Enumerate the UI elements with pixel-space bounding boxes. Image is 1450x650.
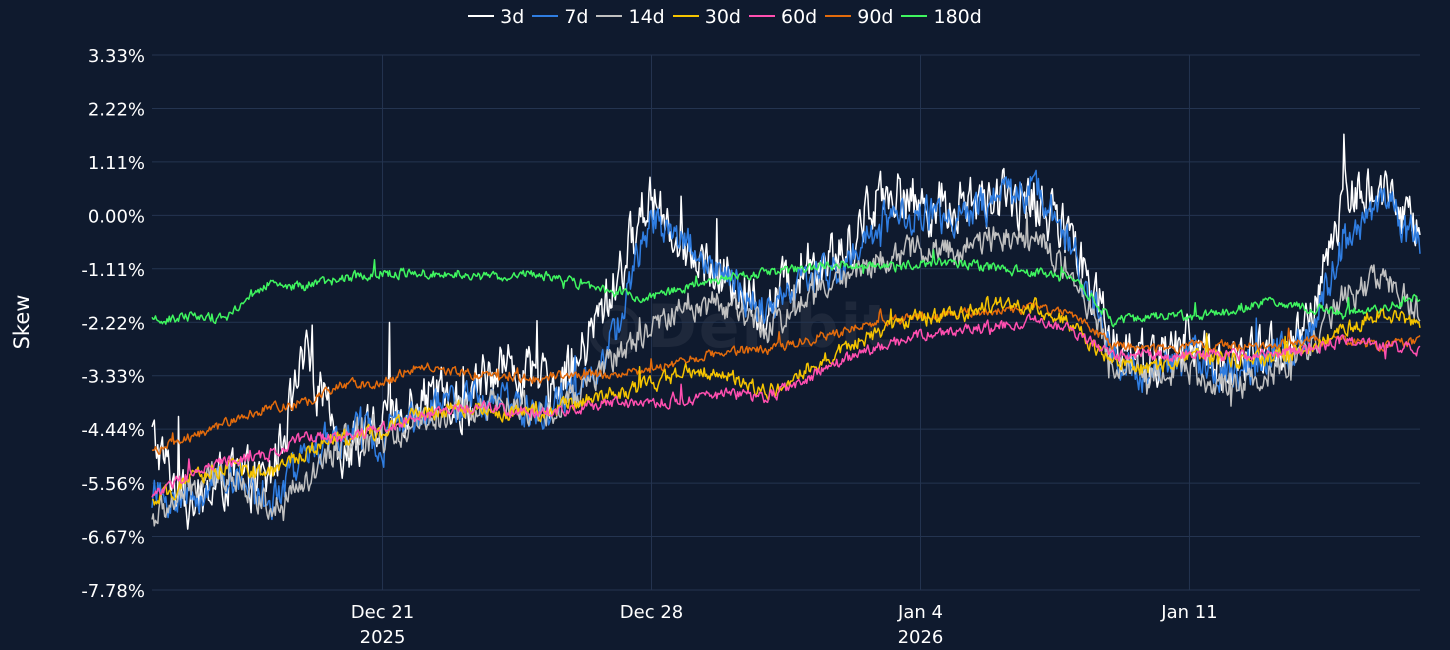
legend-swatch xyxy=(468,14,495,17)
y-tick-label: -5.56% xyxy=(81,474,145,495)
x-tick-label: Dec 28 xyxy=(620,602,683,623)
legend-swatch xyxy=(532,14,559,17)
x-tick-year-label: 2025 xyxy=(360,627,406,648)
y-tick-label: 2.22% xyxy=(88,99,145,120)
legend-swatch xyxy=(901,14,928,17)
series-line-60d xyxy=(151,313,1421,498)
legend-item-3d[interactable]: 3d xyxy=(468,6,524,28)
x-tick-label: Jan 11 xyxy=(1160,602,1217,623)
series-line-7d xyxy=(151,169,1421,521)
legend-swatch xyxy=(825,14,852,17)
x-tick-label: Jan 4 xyxy=(897,602,943,623)
legend-label: 90d xyxy=(857,6,894,28)
legend-label: 180d xyxy=(933,6,982,28)
series-line-90d xyxy=(151,301,1421,455)
y-tick-label: -2.22% xyxy=(81,313,145,334)
legend-item-7d[interactable]: 7d xyxy=(532,6,588,28)
y-tick-label: -4.44% xyxy=(81,420,145,441)
legend-label: 14d xyxy=(628,6,665,28)
series-line-3d xyxy=(151,133,1421,530)
legend-item-90d[interactable]: 90d xyxy=(825,6,893,28)
x-tick-year-label: 2026 xyxy=(898,627,944,648)
y-tick-label: -6.67% xyxy=(81,528,145,549)
y-tick-label: 3.33% xyxy=(88,46,145,67)
y-tick-label: 0.00% xyxy=(88,206,145,227)
y-tick-label: -1.11% xyxy=(81,260,145,281)
legend-item-60d[interactable]: 60d xyxy=(748,6,818,28)
legend-swatch xyxy=(748,14,775,17)
y-tick-label: 1.11% xyxy=(88,153,145,174)
legend: 3d 7d 14d 30d 60d 90d 180d xyxy=(0,6,1450,28)
x-tick-label: Dec 21 xyxy=(351,602,414,623)
legend-item-14d[interactable]: 14d xyxy=(596,6,665,28)
legend-label: 3d xyxy=(500,6,525,28)
series-line-180d xyxy=(151,249,1421,328)
legend-label: 60d xyxy=(780,6,818,28)
legend-swatch xyxy=(596,14,623,17)
legend-label: 7d xyxy=(564,6,589,28)
legend-swatch xyxy=(672,14,699,17)
series-line-14d xyxy=(151,211,1421,527)
legend-item-30d[interactable]: 30d xyxy=(672,6,741,28)
legend-item-180d[interactable]: 180d xyxy=(901,6,982,28)
legend-label: 30d xyxy=(704,6,741,28)
y-tick-label: -3.33% xyxy=(81,367,145,388)
y-tick-label: -7.78% xyxy=(81,581,145,602)
